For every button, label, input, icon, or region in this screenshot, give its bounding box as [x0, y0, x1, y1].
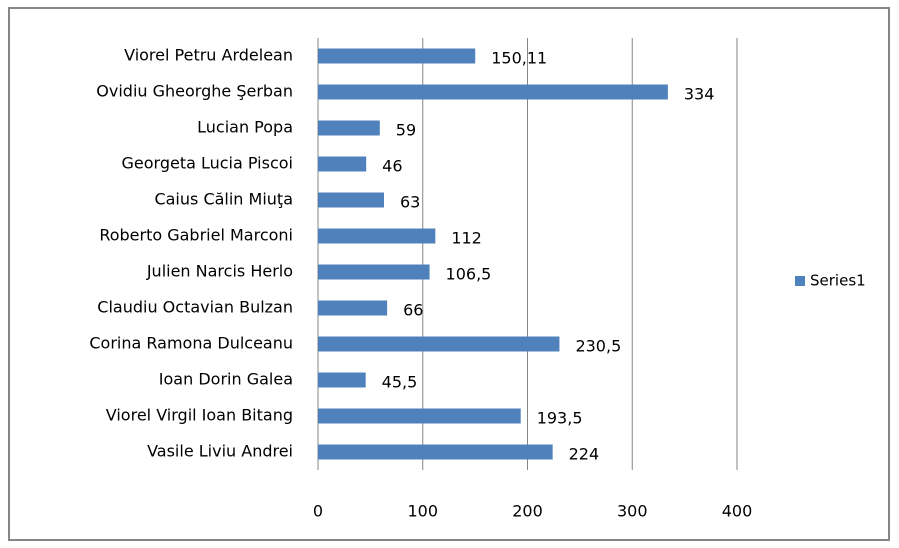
legend-label: Series1 — [810, 272, 866, 290]
y-tick-label: Roberto Gabriel Marconi — [99, 226, 293, 245]
x-tick-label: 0 — [313, 502, 323, 521]
data-label: 334 — [684, 85, 715, 104]
bar — [318, 408, 521, 424]
y-tick-label: Viorel Petru Ardelean — [124, 46, 293, 65]
data-label: 193,5 — [537, 409, 583, 428]
data-label: 46 — [382, 157, 402, 176]
y-tick-label: Georgeta Lucia Piscoi — [121, 154, 293, 173]
data-label: 224 — [569, 445, 600, 464]
y-tick-label: Ovidiu Gheorghe Şerban — [96, 82, 293, 101]
y-tick-label: Lucian Popa — [197, 118, 293, 137]
y-tick-label: Viorel Virgil Ioan Bitang — [106, 406, 293, 425]
bar — [318, 444, 553, 460]
bar — [318, 336, 560, 352]
x-tick-label: 300 — [617, 502, 648, 521]
data-label: 106,5 — [446, 265, 492, 284]
y-tick-label: Claudiu Octavian Bulzan — [97, 298, 293, 317]
legend-swatch — [795, 276, 805, 286]
x-tick-label: 200 — [512, 502, 543, 521]
bar — [318, 192, 384, 208]
data-label: 66 — [403, 301, 423, 320]
bar — [318, 300, 388, 316]
data-label: 112 — [451, 229, 482, 248]
y-tick-label: Vasile Liviu Andrei — [147, 442, 293, 461]
y-tick-label: Caius Călin Miuţa — [154, 190, 293, 209]
bar — [318, 84, 668, 100]
bar — [318, 264, 430, 280]
bar — [318, 228, 436, 244]
y-tick-label: Julien Narcis Herlo — [146, 262, 293, 281]
y-tick-label: Ioan Dorin Galea — [159, 370, 293, 389]
x-tick-label: 400 — [722, 502, 753, 521]
data-label: 63 — [400, 193, 420, 212]
data-label: 45,5 — [382, 373, 418, 392]
bar — [318, 48, 476, 64]
bar — [318, 120, 380, 136]
data-label: 59 — [396, 121, 416, 140]
data-label: 150,11 — [491, 49, 547, 68]
bar — [318, 156, 367, 172]
y-tick-label: Corina Ramona Dulceanu — [89, 334, 293, 353]
data-label: 230,5 — [575, 337, 621, 356]
bar — [318, 372, 366, 388]
x-tick-label: 100 — [407, 502, 438, 521]
